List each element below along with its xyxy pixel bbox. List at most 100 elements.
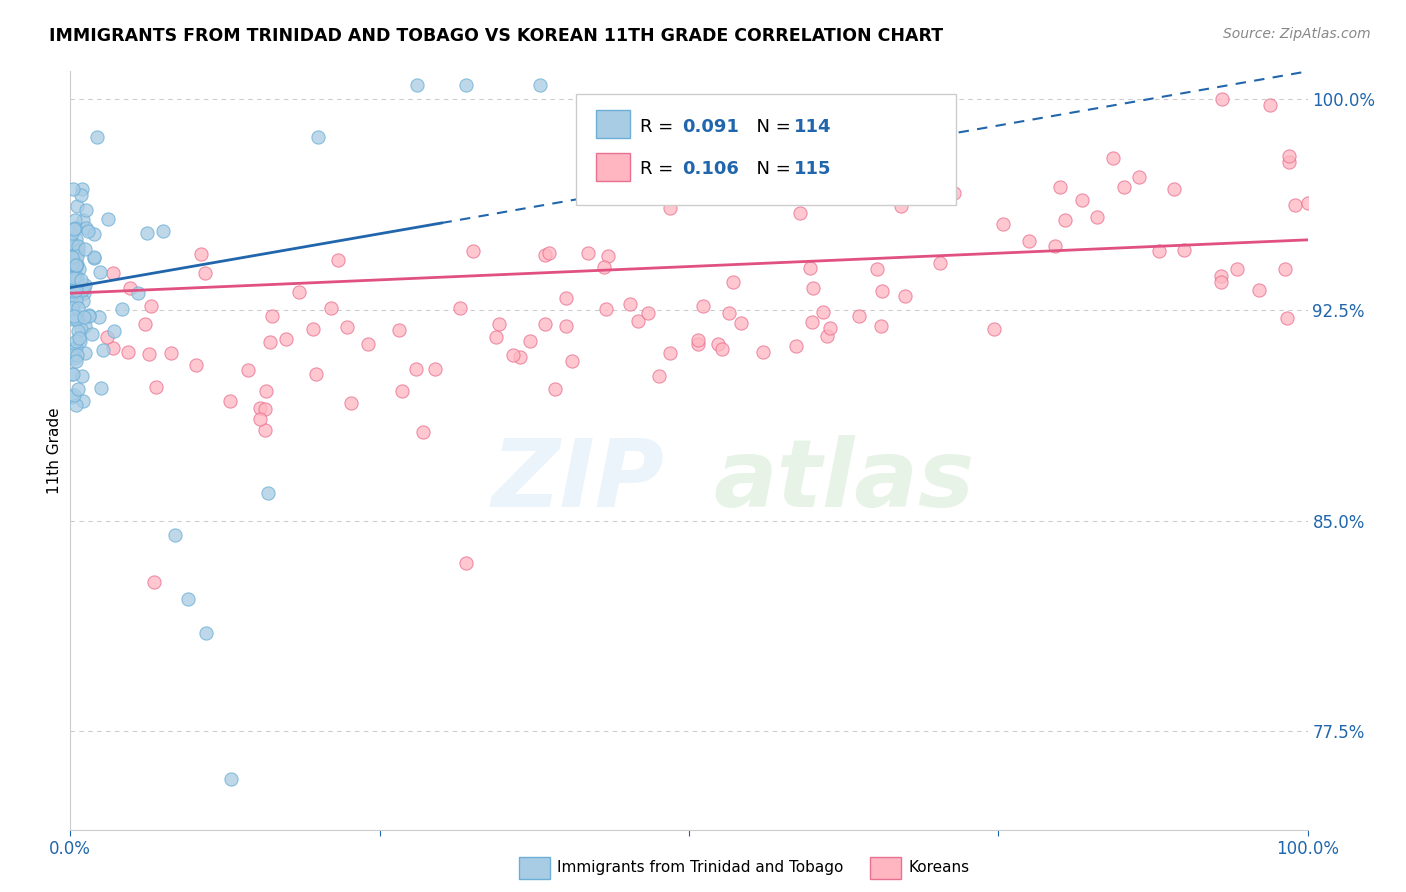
Point [637, 306, 659, 320]
Point [219, 394, 242, 409]
Point [449, 301, 471, 315]
Point [70, 322, 93, 336]
Point [86, 130, 108, 145]
Point [1049, 180, 1071, 194]
Point [65, 232, 87, 246]
Point [257, 485, 280, 500]
Point [75, 242, 97, 256]
Point [485, 330, 508, 344]
Point [136, 226, 159, 240]
Point [67, 279, 90, 293]
Point [65, 354, 87, 368]
Point [711, 342, 734, 356]
Point [190, 247, 212, 261]
Point [143, 575, 166, 590]
Point [65, 398, 87, 412]
Point [357, 337, 380, 351]
Point [1249, 283, 1271, 297]
Point [405, 362, 427, 376]
Point [249, 401, 271, 416]
Point [595, 302, 617, 317]
Point [152, 224, 174, 238]
Text: R =: R = [640, 118, 679, 136]
Point [254, 384, 277, 398]
Point [139, 300, 162, 314]
Point [627, 313, 650, 327]
Text: atlas: atlas [714, 434, 974, 527]
Point [66, 324, 89, 338]
Point [60, 257, 83, 271]
Point [73, 277, 96, 292]
Point [65, 257, 87, 271]
Point [60, 300, 83, 314]
Point [890, 199, 912, 213]
Point [60, 286, 83, 301]
Point [62, 182, 84, 196]
Point [63, 281, 86, 295]
Point [554, 292, 576, 306]
Point [63, 271, 86, 285]
Point [1085, 210, 1108, 224]
Point [785, 339, 807, 353]
Point [186, 358, 208, 372]
Point [561, 354, 583, 368]
Point [236, 362, 259, 376]
Point [1209, 269, 1232, 284]
Point [596, 249, 619, 263]
Point [533, 247, 555, 261]
Point [72, 293, 94, 308]
Point [118, 281, 141, 295]
Point [93, 343, 115, 357]
Point [60, 251, 83, 265]
Point [789, 206, 811, 220]
Point [811, 304, 834, 318]
Point [72, 393, 94, 408]
Point [62, 368, 84, 382]
Point [62, 283, 84, 297]
Text: Immigrants from Trinidad and Tobago: Immigrants from Trinidad and Tobago [557, 860, 844, 874]
Point [177, 592, 200, 607]
Point [340, 396, 363, 410]
Point [1053, 212, 1076, 227]
Point [62, 268, 84, 283]
Text: N =: N = [745, 118, 797, 136]
Point [67, 331, 90, 345]
Text: R =: R = [640, 161, 679, 178]
Point [1071, 193, 1094, 207]
Point [1260, 98, 1282, 112]
Point [307, 129, 329, 144]
Point [502, 348, 524, 362]
Point [195, 626, 218, 640]
Point [66, 199, 89, 213]
Point [1211, 92, 1233, 106]
Point [576, 246, 599, 260]
Point [145, 379, 167, 393]
Point [848, 309, 870, 323]
Point [305, 367, 328, 381]
Point [70, 283, 93, 297]
Point [165, 527, 187, 541]
Point [274, 332, 297, 346]
Point [67, 261, 90, 276]
Point [721, 275, 744, 289]
Text: 114: 114 [794, 118, 832, 136]
Point [529, 78, 551, 93]
Text: 0.106: 0.106 [682, 161, 738, 178]
Point [62, 302, 84, 317]
Point [1225, 262, 1247, 277]
Point [63, 351, 86, 366]
Point [692, 299, 714, 313]
Y-axis label: 11th Grade: 11th Grade [46, 407, 62, 494]
Point [60, 301, 83, 316]
Point [83, 251, 105, 265]
Point [101, 266, 124, 280]
Point [801, 281, 824, 295]
Point [648, 369, 671, 384]
Point [65, 268, 87, 282]
Point [73, 286, 96, 301]
Point [90, 381, 112, 395]
Point [66, 271, 89, 285]
Point [63, 213, 86, 227]
Point [509, 350, 531, 364]
Point [658, 201, 681, 215]
